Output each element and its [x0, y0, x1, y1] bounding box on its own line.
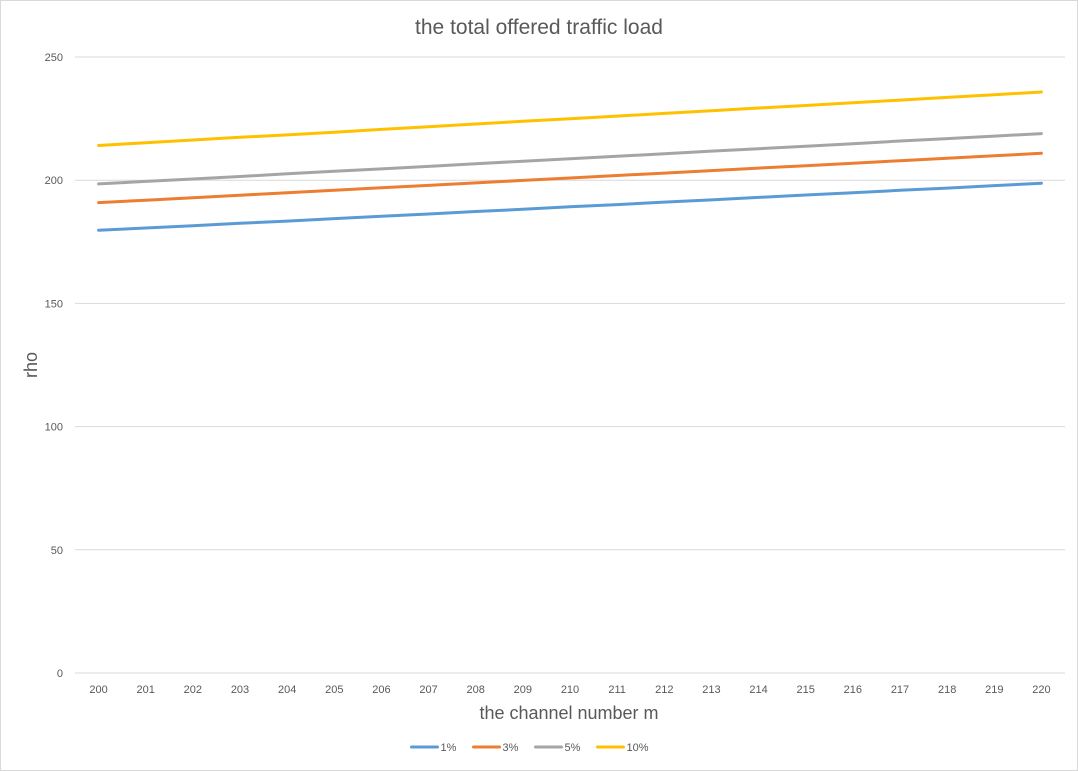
legend: 1% 3% 5% 10% — [410, 742, 649, 754]
y-axis-title: rho — [21, 352, 41, 378]
chart-title: the total offered traffic load — [415, 16, 663, 39]
y-tick-label: 100 — [45, 422, 63, 434]
x-tick-label: 207 — [419, 684, 437, 696]
x-tick-label: 217 — [891, 684, 909, 696]
y-tick-label: 0 — [57, 668, 63, 680]
legend-label-3: 10% — [627, 742, 649, 754]
legend-label-2: 5% — [565, 742, 581, 754]
x-tick-label: 220 — [1032, 684, 1050, 696]
y-tick-label: 150 — [45, 298, 63, 310]
x-tick-label: 218 — [938, 684, 956, 696]
x-tick-label: 200 — [89, 684, 107, 696]
y-tick-label: 250 — [45, 52, 63, 64]
legend-label-1: 3% — [503, 742, 519, 754]
series-line-1 — [97, 151, 1043, 205]
x-tick-label: 205 — [325, 684, 343, 696]
x-tick-label: 202 — [184, 684, 202, 696]
x-tick-label: 214 — [749, 684, 767, 696]
gridlines — [75, 56, 1065, 674]
x-tick-label: 212 — [655, 684, 673, 696]
x-tick-label: 211 — [608, 684, 626, 696]
y-tick-label: 200 — [45, 175, 63, 187]
legend-label-0: 1% — [441, 742, 457, 754]
series-line-2 — [97, 132, 1043, 186]
y-axis-ticks: 0 50 100 150 200 250 — [45, 52, 63, 680]
x-tick-label: 210 — [561, 684, 579, 696]
x-tick-label: 209 — [514, 684, 532, 696]
x-tick-label: 215 — [797, 684, 815, 696]
x-tick-label: 213 — [702, 684, 720, 696]
series-line-3 — [97, 90, 1043, 147]
series-line-0 — [97, 181, 1043, 232]
y-tick-label: 50 — [51, 545, 63, 557]
x-axis-title: the channel number m — [479, 703, 658, 723]
x-tick-label: 219 — [985, 684, 1003, 696]
x-axis-ticks: 200 201 202 203 204 205 206 207 208 209 210 211 212 2… — [89, 684, 1050, 696]
series-lines — [97, 90, 1043, 232]
x-tick-label: 204 — [278, 684, 296, 696]
x-tick-label: 203 — [231, 684, 249, 696]
x-tick-label: 201 — [137, 684, 155, 696]
x-tick-label: 208 — [467, 684, 485, 696]
x-tick-label: 206 — [372, 684, 390, 696]
x-tick-label: 216 — [844, 684, 862, 696]
